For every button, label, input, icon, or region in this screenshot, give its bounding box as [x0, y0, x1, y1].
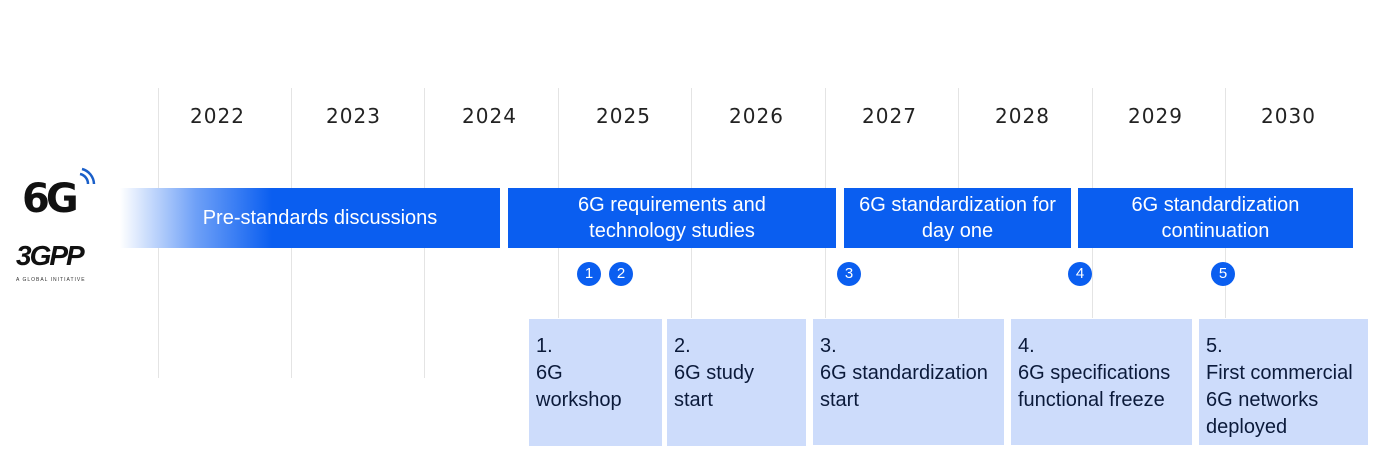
phase-requirements-studies: 6G requirements and technology studies	[508, 188, 836, 248]
milestone-number: 4.	[1018, 335, 1035, 357]
year-label: 2023	[326, 104, 381, 128]
milestone-card: 1. 6G workshop	[529, 319, 662, 446]
milestone-text: start	[674, 389, 713, 411]
milestone-text: functional freeze	[1018, 389, 1165, 411]
milestone-card: 4. 6G specifications functional freeze	[1011, 319, 1192, 445]
milestone-card: 3. 6G standardization start	[813, 319, 1004, 445]
milestone-number: 1.	[536, 335, 553, 357]
milestone-marker: 3	[837, 262, 861, 286]
milestone-marker: 1	[577, 262, 601, 286]
phase-label-line: continuation	[1161, 220, 1270, 242]
6g-logo-text: 6G	[22, 176, 76, 218]
3gpp-logo: 3GPP A GLOBAL INITIATIVE	[16, 240, 100, 290]
6g-logo: 6G	[20, 166, 100, 222]
milestone-number: 3.	[820, 335, 837, 357]
milestone-text: deployed	[1206, 416, 1288, 438]
phase-standardization-continuation: 6G standardization continuation	[1078, 188, 1353, 248]
3gpp-logo-text: 3GPP	[16, 240, 85, 271]
milestone-text: 6G standardization	[820, 362, 988, 384]
milestone-marker: 4	[1068, 262, 1092, 286]
phase-pre-standards: Pre-standards discussions	[120, 188, 500, 248]
phase-label-line: 6G requirements and	[578, 194, 766, 216]
milestone-number: 5.	[1206, 335, 1223, 357]
year-label: 2030	[1261, 104, 1316, 128]
milestone-text: workshop	[536, 389, 622, 411]
milestone-card: 2. 6G study start	[667, 319, 806, 446]
phase-label: Pre-standards discussions	[202, 207, 438, 229]
year-label: 2028	[995, 104, 1050, 128]
milestone-marker: 2	[609, 262, 633, 286]
milestone-marker: 5	[1211, 262, 1235, 286]
milestone-text: 6G networks	[1206, 389, 1319, 411]
phase-label-line: 6G standardization for	[859, 194, 1056, 216]
milestone-card: 5. First commercial 6G networks deployed	[1199, 319, 1368, 445]
3gpp-tagline: A GLOBAL INITIATIVE	[16, 277, 86, 283]
phase-label-line: technology studies	[589, 220, 755, 242]
milestone-text: 6G	[536, 362, 563, 384]
year-label: 2022	[190, 104, 245, 128]
phase-label-line: day one	[921, 220, 994, 242]
phase-standardization-day-one: 6G standardization for day one	[844, 188, 1071, 248]
milestone-number: 2.	[674, 335, 691, 357]
milestone-text: First commercial	[1206, 362, 1353, 384]
milestone-text: 6G study	[674, 362, 755, 384]
year-label: 2024	[462, 104, 517, 128]
year-label: 2027	[862, 104, 917, 128]
year-label: 2026	[729, 104, 784, 128]
year-label: 2029	[1128, 104, 1183, 128]
phase-label-line: 6G standardization	[1131, 194, 1300, 216]
milestone-text: start	[820, 389, 859, 411]
year-label: 2025	[596, 104, 651, 128]
milestone-text: 6G specifications	[1018, 362, 1171, 384]
